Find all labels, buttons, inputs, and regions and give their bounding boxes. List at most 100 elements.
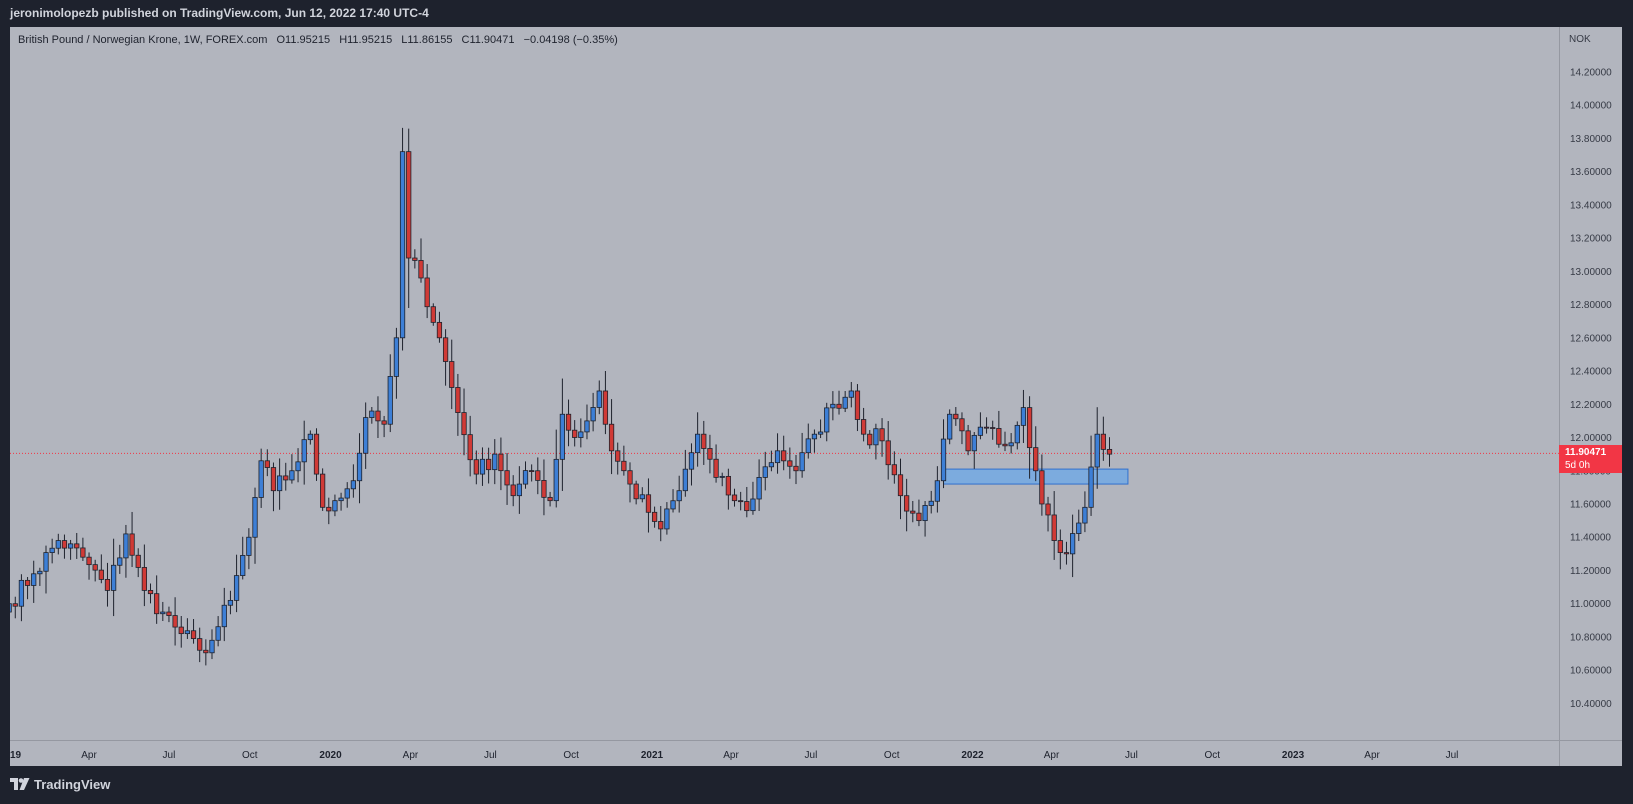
y-tick-label: 13.20000 xyxy=(1570,234,1612,245)
time-scale-divider xyxy=(10,740,1622,741)
x-tick-label: Apr xyxy=(1364,750,1380,761)
candle-down xyxy=(455,387,461,413)
x-tick-label: 2020 xyxy=(319,750,342,761)
tradingview-branding[interactable]: TradingView xyxy=(10,772,110,796)
candle-up xyxy=(215,626,221,641)
candle-down xyxy=(375,410,381,422)
candle-up xyxy=(492,453,498,471)
candle-up xyxy=(1014,424,1020,444)
candle-down xyxy=(645,494,652,513)
candle-up xyxy=(719,475,725,478)
candle-down xyxy=(1057,540,1063,553)
candle-down xyxy=(916,512,922,522)
candle-down xyxy=(166,611,172,616)
y-tick-label: 10.80000 xyxy=(1570,632,1612,643)
price-scale-divider xyxy=(1559,27,1560,766)
candle-down xyxy=(473,459,479,475)
candle-down xyxy=(867,433,873,446)
candle-up xyxy=(258,460,264,498)
candle-down xyxy=(996,428,1002,445)
x-tick-label: Jul xyxy=(484,750,497,761)
candle-up xyxy=(1008,442,1014,447)
candle-up xyxy=(18,579,25,607)
candle-down xyxy=(381,420,387,425)
candle-down xyxy=(442,337,449,362)
candle-up xyxy=(590,407,596,422)
candle-up xyxy=(37,570,43,575)
candle-down xyxy=(326,506,332,512)
candle-up xyxy=(209,639,215,654)
candle-down xyxy=(565,413,572,431)
candle-up xyxy=(1082,506,1088,524)
candle-up xyxy=(750,498,756,512)
y-tick-label: 14.20000 xyxy=(1570,67,1612,78)
publisher-header: jeronimolopezb published on TradingView.… xyxy=(0,0,1633,26)
x-tick-label: Jul xyxy=(163,750,176,761)
candle-down xyxy=(983,426,990,429)
candle-down xyxy=(651,511,658,522)
candle-down xyxy=(203,649,209,654)
y-tick-label: 11.20000 xyxy=(1570,566,1611,577)
candle-up xyxy=(688,452,695,470)
candle-down xyxy=(320,473,326,508)
candle-down xyxy=(891,464,897,476)
candle-down xyxy=(178,626,184,635)
candle-down xyxy=(80,547,86,558)
candle-up xyxy=(596,390,602,408)
candle-up xyxy=(31,573,37,586)
ohlc-open: O11.95215 xyxy=(276,34,331,46)
candle-up xyxy=(301,439,307,463)
candle-down xyxy=(486,458,492,471)
candle-down xyxy=(92,564,98,571)
x-tick-label: 2022 xyxy=(961,750,984,761)
candle-up xyxy=(332,500,338,512)
candle-up xyxy=(940,438,947,482)
last-price-value: 11.90471 xyxy=(1565,447,1607,459)
candle-up xyxy=(1094,433,1100,468)
candle-down xyxy=(12,603,18,607)
candle-down xyxy=(1106,448,1113,455)
candle-up xyxy=(307,433,313,441)
candle-up xyxy=(676,490,682,502)
candle-down xyxy=(74,543,80,549)
candle-down xyxy=(270,467,277,492)
candle-up xyxy=(977,426,984,436)
candle-down xyxy=(879,428,885,442)
y-tick-label: 13.40000 xyxy=(1570,200,1612,211)
x-tick-label: 2023 xyxy=(1282,750,1305,761)
candle-down xyxy=(885,440,891,466)
candle-down xyxy=(738,500,744,503)
x-tick-label: Apr xyxy=(1044,750,1060,761)
y-tick-label: 10.60000 xyxy=(1570,666,1612,677)
candle-down xyxy=(135,554,141,568)
candle-up xyxy=(67,543,74,549)
x-tick-label: Apr xyxy=(403,750,419,761)
candle-down xyxy=(1063,552,1070,555)
x-tick-label: 2021 xyxy=(641,750,664,761)
candle-down xyxy=(658,521,664,530)
brand-name: TradingView xyxy=(34,776,111,792)
candle-down xyxy=(264,460,270,468)
candle-down xyxy=(854,390,861,420)
candle-up xyxy=(49,547,55,554)
candle-down xyxy=(172,615,178,628)
candlestick-chart[interactable]: 10.40000 10.60000 10.80000 11.00000 11.20000… xyxy=(10,27,1622,766)
candle-up xyxy=(756,477,762,500)
candle-down xyxy=(190,630,197,639)
last-price-label: 11.90471 5d 0h xyxy=(1559,445,1622,474)
chart-pane[interactable]: 10.40000 10.60000 10.80000 11.00000 11.20000… xyxy=(10,27,1622,766)
candle-down xyxy=(197,638,203,651)
candle-down xyxy=(744,501,750,512)
candle-down xyxy=(725,475,731,496)
candle-down xyxy=(436,321,443,339)
candle-down xyxy=(461,412,467,436)
candle-up xyxy=(276,475,283,492)
candle-down xyxy=(61,540,68,549)
candle-down xyxy=(1100,433,1106,450)
x-tick-label: Apr xyxy=(81,750,97,761)
candle-down xyxy=(535,470,541,481)
candle-down xyxy=(141,567,147,591)
y-tick-label: 12.80000 xyxy=(1570,300,1612,311)
candle-up xyxy=(184,630,191,635)
candle-down xyxy=(615,450,621,462)
